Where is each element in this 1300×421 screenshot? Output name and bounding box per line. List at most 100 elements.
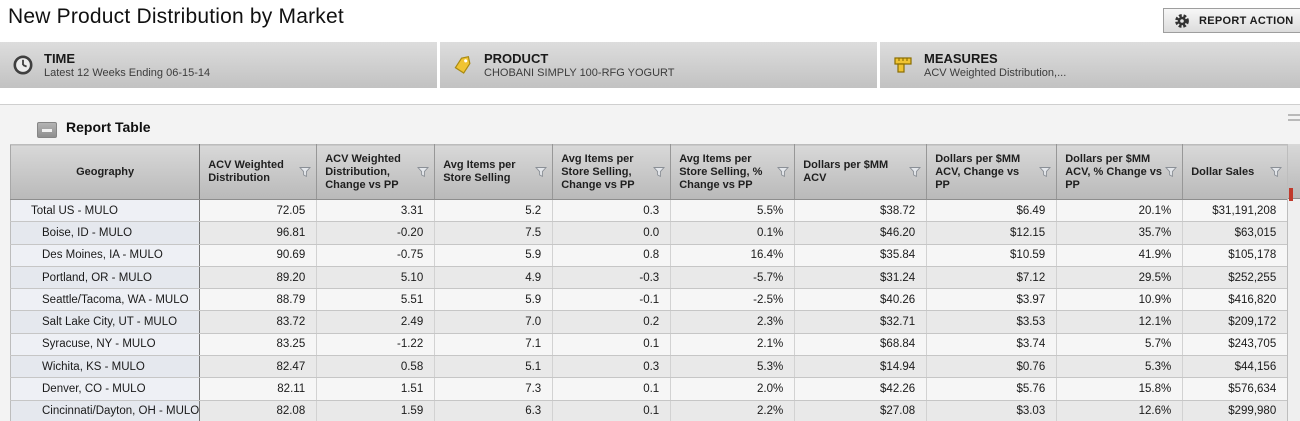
metric-cell: 0.1 [552, 377, 672, 401]
column-header-dollar-sales[interactable]: Dollar Sales [1182, 144, 1289, 200]
report-table: Geography ACV Weighted Distribution ACV We… [9, 144, 1289, 421]
metric-cell: $3.74 [926, 333, 1058, 357]
metric-cell: 2.0% [670, 377, 796, 401]
column-header-label: Avg Items per Store Selling, % Change vs… [679, 152, 763, 191]
metric-cell: $12.15 [926, 221, 1058, 245]
metric-cell: 5.9 [434, 244, 554, 267]
column-header-dollars-per-mm-acv[interactable]: Dollars per $MM ACV [794, 144, 928, 200]
metric-cell: $32.71 [794, 310, 928, 334]
metric-cell: 35.7% [1056, 221, 1184, 245]
geography-cell[interactable]: Cincinnati/Dayton, OH - MULO [9, 400, 201, 421]
metric-cell: 2.49 [316, 310, 436, 334]
column-header-label: Dollars per $MM ACV, Change vs PP [935, 152, 1021, 191]
metric-cell: 6.3 [434, 400, 554, 421]
metric-cell: 89.20 [199, 266, 318, 290]
geography-cell[interactable]: Portland, OR - MULO [9, 266, 201, 290]
filter-funnel-icon[interactable] [417, 166, 430, 178]
filter-funnel-icon[interactable] [1039, 166, 1052, 178]
filter-funnel-icon[interactable] [1270, 166, 1283, 178]
metric-cell: $3.53 [926, 310, 1058, 334]
geography-cell[interactable]: Wichita, KS - MULO [9, 355, 201, 379]
table-row: Seattle/Tacoma, WA - MULO 88.79 5.51 5.9 -0.… [9, 288, 1289, 312]
truncated-corner-text [1288, 119, 1300, 121]
metric-cell: 5.9 [434, 288, 554, 312]
filter-measures-label: MEASURES [924, 50, 998, 66]
column-header-label: ACV Weighted Distribution [208, 159, 284, 184]
geography-cell[interactable]: Total US - MULO [9, 199, 201, 223]
filter-product-value: CHOBANI SIMPLY 100-RFG YOGURT [484, 66, 675, 79]
metric-cell: 41.9% [1056, 244, 1184, 267]
filter-time-label: TIME [44, 50, 76, 66]
metric-cell: 72.05 [199, 199, 318, 223]
ruler-icon [892, 54, 914, 76]
filter-funnel-icon[interactable] [535, 166, 548, 178]
column-header-label: Dollars per $MM ACV, % Change vs PP [1065, 152, 1163, 191]
metric-cell: 5.2 [434, 199, 554, 223]
column-header-label: Dollar Sales [1191, 165, 1255, 178]
metric-cell: $14.94 [794, 355, 928, 379]
table-row: Wichita, KS - MULO 82.47 0.58 5.1 0.3 5.3% $14… [9, 355, 1289, 379]
metric-cell: 5.5% [670, 199, 796, 223]
filter-funnel-icon[interactable] [1165, 166, 1178, 178]
metric-cell: 82.08 [199, 400, 318, 421]
metric-cell: -0.1 [552, 288, 672, 312]
column-header-label: ACV Weighted Distribution, Change vs PP [325, 152, 401, 191]
metric-cell: $42.26 [794, 377, 928, 401]
filter-product-label: PRODUCT [484, 50, 549, 66]
column-header-avg-items-per-store-selling-change-vs-pp[interactable]: Avg Items per Store Selling, % Change vs… [670, 144, 796, 200]
metric-cell: -0.3 [552, 266, 672, 290]
geography-cell[interactable]: Des Moines, IA - MULO [9, 244, 201, 267]
metric-cell: $7.12 [926, 266, 1058, 290]
metric-cell: 0.0 [552, 221, 672, 245]
table-row: Portland, OR - MULO 89.20 5.10 4.9 -0.3 -5.7%… [9, 266, 1289, 290]
column-header-geography[interactable]: Geography [9, 144, 201, 200]
geography-cell[interactable]: Syracuse, NY - MULO [9, 333, 201, 357]
metric-cell: $416,820 [1182, 288, 1289, 312]
column-header-label: Dollars per $MM ACV [803, 159, 889, 184]
metric-cell: 16.4% [670, 244, 796, 267]
metric-cell: $3.97 [926, 288, 1058, 312]
metric-cell: 15.8% [1056, 377, 1184, 401]
metric-cell: $6.49 [926, 199, 1058, 223]
metric-cell: 5.3% [1056, 355, 1184, 379]
metric-cell: 1.51 [316, 377, 436, 401]
column-header-acv-weighted-distribution[interactable]: ACV Weighted Distribution [199, 144, 318, 200]
metric-cell: $10.59 [926, 244, 1058, 267]
filter-funnel-icon[interactable] [653, 166, 666, 178]
column-header-dollars-per-mm-acv-change-vs-pp[interactable]: Dollars per $MM ACV, Change vs PP [926, 144, 1058, 200]
report-actions-button[interactable]: REPORT ACTION [1163, 8, 1300, 33]
column-header-avg-items-per-store-selling[interactable]: Avg Items per Store Selling [434, 144, 554, 200]
metric-cell: 12.6% [1056, 400, 1184, 421]
column-header-avg-items-per-store-selling-change-vs-pp[interactable]: Avg Items per Store Selling, Change vs P… [552, 144, 672, 200]
filter-bar-product[interactable]: PRODUCT CHOBANI SIMPLY 100-RFG YOGURT [440, 42, 877, 88]
metric-cell: $35.84 [794, 244, 928, 267]
metric-cell: 5.1 [434, 355, 554, 379]
header-row: Geography ACV Weighted Distribution ACV We… [9, 144, 1289, 200]
metric-cell: -2.5% [670, 288, 796, 312]
metric-cell: 2.1% [670, 333, 796, 357]
metric-cell: $576,634 [1182, 377, 1289, 401]
filter-funnel-icon[interactable] [299, 166, 312, 178]
geography-cell[interactable]: Boise, ID - MULO [9, 221, 201, 245]
metric-cell: 0.3 [552, 199, 672, 223]
filter-funnel-icon[interactable] [777, 166, 790, 178]
collapse-section-button minus-icon[interactable] [37, 122, 57, 138]
metric-cell: $252,255 [1182, 266, 1289, 290]
column-header-dollars-per-mm-acv-change-vs-pp[interactable]: Dollars per $MM ACV, % Change vs PP [1056, 144, 1184, 200]
filter-funnel-icon[interactable] [909, 166, 922, 178]
geography-cell[interactable]: Denver, CO - MULO [9, 377, 201, 401]
filter-bar-measures[interactable]: MEASURES ACV Weighted Distribution,... [880, 42, 1300, 88]
metric-cell: 4.9 [434, 266, 554, 290]
table-row: Syracuse, NY - MULO 83.25 -1.22 7.1 0.1 2.1% $… [9, 333, 1289, 357]
column-header-acv-weighted-distribution-change-vs-pp[interactable]: ACV Weighted Distribution, Change vs PP [316, 144, 436, 200]
metric-cell: 7.1 [434, 333, 554, 357]
metric-cell: 2.3% [670, 310, 796, 334]
metric-cell: $44,156 [1182, 355, 1289, 379]
page-title: New Product Distribution by Market [8, 5, 344, 28]
table-row: Salt Lake City, UT - MULO 83.72 2.49 7.0 0.2… [9, 310, 1289, 334]
geography-cell[interactable]: Seattle/Tacoma, WA - MULO [9, 288, 201, 312]
filter-bar-time[interactable]: TIME Latest 12 Weeks Ending 06-15-14 [0, 42, 437, 88]
geography-cell[interactable]: Salt Lake City, UT - MULO [9, 310, 201, 334]
metric-cell: 0.2 [552, 310, 672, 334]
